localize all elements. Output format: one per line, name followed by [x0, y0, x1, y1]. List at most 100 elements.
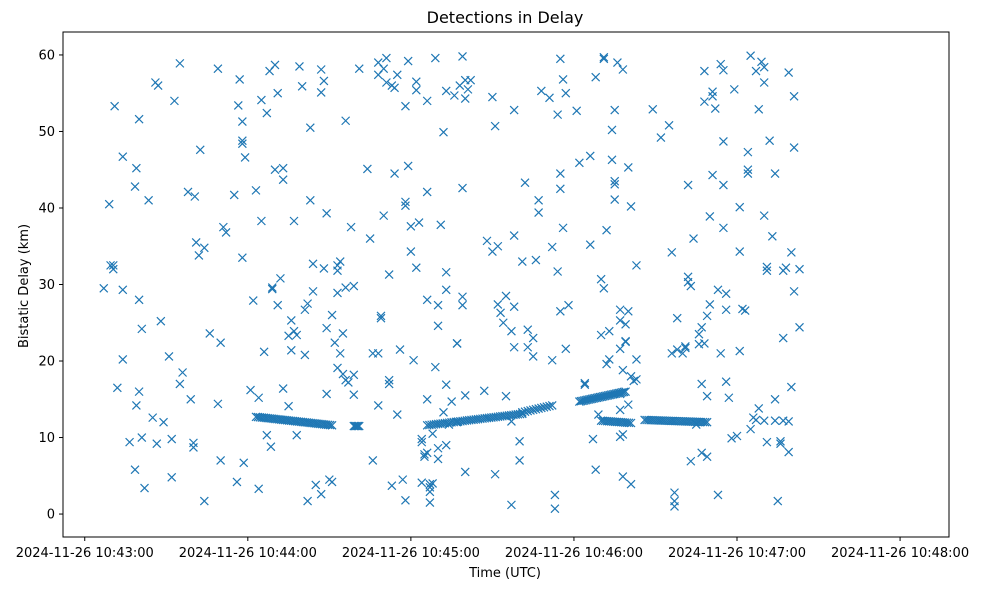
data-point: [235, 75, 245, 84]
data-point: [699, 66, 709, 76]
data-point: [213, 64, 223, 74]
data-point: [610, 195, 620, 204]
data-point: [422, 187, 432, 197]
data-point: [134, 295, 144, 305]
data-point: [218, 222, 228, 232]
data-point: [229, 190, 239, 200]
data-point: [144, 195, 154, 205]
data-point: [624, 418, 634, 428]
data-point: [433, 300, 443, 310]
data-point: [327, 310, 337, 320]
data-point: [125, 437, 135, 447]
data-point: [580, 380, 590, 390]
data-point: [292, 430, 302, 440]
data-point: [718, 223, 728, 233]
data-point: [602, 225, 611, 235]
data-point: [295, 62, 304, 71]
data-point: [713, 490, 723, 500]
data-point: [493, 241, 503, 251]
data-point: [751, 415, 761, 425]
chart-title: Detections in Delay: [427, 8, 584, 27]
data-point: [392, 70, 402, 80]
data-point: [140, 483, 149, 493]
data-point: [545, 93, 554, 103]
data-point: [591, 465, 601, 475]
data-point: [401, 197, 410, 207]
data-point: [786, 382, 796, 392]
data-point: [387, 481, 397, 491]
data-point: [697, 379, 707, 389]
data-point: [561, 344, 571, 354]
data-point: [319, 264, 329, 273]
data-point: [667, 348, 677, 358]
y-tick-label: 10: [38, 431, 55, 446]
data-point: [422, 394, 432, 404]
data-point: [303, 299, 313, 309]
data-point: [425, 498, 435, 507]
data-point: [599, 52, 609, 62]
x-tick-label: 2024-11-26 10:48:00: [831, 546, 969, 561]
data-point: [610, 105, 620, 115]
data-point: [501, 391, 511, 401]
data-point: [746, 51, 756, 61]
data-point: [104, 199, 114, 209]
data-point: [708, 87, 717, 97]
data-point: [152, 439, 162, 449]
data-point: [433, 454, 443, 464]
data-point: [547, 355, 557, 365]
data-point: [425, 479, 435, 489]
data-point: [118, 152, 128, 162]
data-point: [411, 85, 421, 95]
data-point: [536, 86, 546, 96]
data-point: [330, 338, 340, 348]
data-point: [333, 288, 342, 298]
data-point: [746, 424, 756, 434]
data-point: [523, 406, 533, 416]
data-point: [626, 202, 636, 211]
data-point: [401, 201, 410, 211]
data-point: [718, 65, 728, 75]
data-point: [765, 136, 775, 146]
data-point: [490, 121, 500, 131]
data-point: [686, 456, 696, 466]
x-tick-label: 2024-11-26 10:47:00: [668, 546, 806, 561]
data-point: [273, 300, 283, 310]
data-point: [751, 66, 761, 76]
data-point: [770, 416, 780, 426]
data-point: [622, 418, 632, 428]
data-point: [159, 417, 168, 427]
data-point: [341, 116, 351, 126]
y-tick-label: 0: [47, 508, 55, 523]
data-point: [167, 434, 177, 444]
data-point: [545, 401, 554, 411]
data-point: [170, 96, 179, 106]
data-point: [716, 348, 726, 358]
data-point: [199, 496, 209, 506]
data-point: [254, 393, 264, 403]
x-tick-label: 2024-11-26 10:44:00: [179, 546, 317, 561]
data-point: [300, 305, 310, 315]
data-point: [417, 437, 427, 447]
data-point: [680, 343, 690, 353]
data-point: [430, 53, 440, 63]
data-point: [216, 456, 226, 465]
data-point: [632, 260, 641, 270]
data-point: [531, 255, 541, 265]
data-point: [607, 155, 617, 165]
data-point: [740, 306, 750, 315]
data-point: [349, 281, 359, 291]
data-point: [130, 182, 140, 191]
data-point: [721, 289, 731, 299]
data-point: [708, 170, 717, 180]
data-point: [251, 185, 261, 195]
data-point: [479, 386, 489, 396]
data-point: [420, 452, 429, 462]
data-point: [106, 260, 115, 270]
data-point: [164, 351, 174, 361]
data-point: [266, 442, 276, 452]
data-point: [316, 489, 326, 499]
data-point: [175, 379, 185, 389]
data-point: [490, 469, 500, 479]
data-point: [781, 263, 791, 273]
